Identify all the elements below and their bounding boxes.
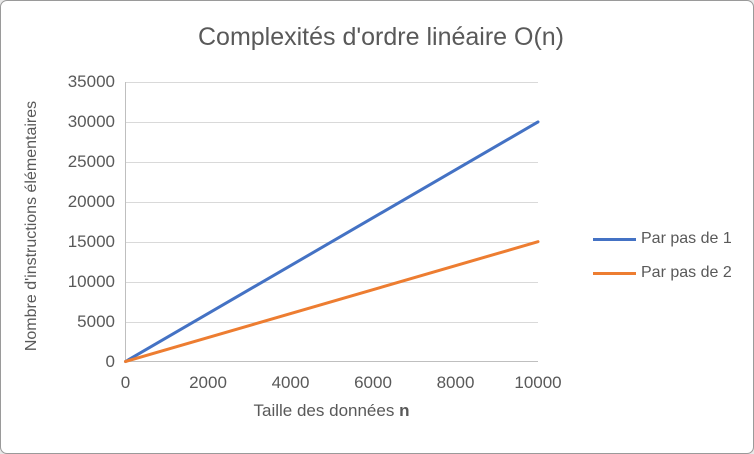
series-line-par-pas-de-1 [124,120,540,363]
x-tick-label: 2000 [189,373,227,392]
x-tick-label: 8000 [436,373,475,392]
series-line-par-pas-de-2 [124,240,540,363]
x-axis-title-text: Taille des données [253,401,395,420]
y-tick-label: 15000 [67,231,115,251]
y-tick-label: 25000 [67,151,115,171]
legend-swatch [593,237,636,241]
legend-item-par-pas-de-1: Par pas de 1 [593,230,732,248]
legend-item-par-pas-de-2: Par pas de 2 [593,264,732,282]
x-tick-label: 10000 [514,373,562,392]
y-tick-label: 30000 [67,111,115,131]
legend-label: Par pas de 1 [641,230,732,247]
y-tick-label: 10000 [67,271,115,291]
x-axis-title: Taille des données n [125,401,538,421]
y-tick-label: 20000 [67,191,115,211]
y-tick-label: 0 [105,351,115,371]
y-tick-label: 5000 [77,311,115,331]
x-tick-label: 4000 [271,373,310,392]
legend-label: Par pas de 2 [641,264,732,281]
chart-title: Complexités d'ordre linéaire O(n) [197,23,565,51]
x-axis-title-bold: n [399,401,410,420]
legend-swatch [593,271,636,275]
x-tick-label: 0 [120,373,131,392]
y-tick-label: 35000 [67,72,115,91]
legend: Par pas de 1 Par pas de 2 [593,230,732,298]
x-tick-label: 6000 [354,373,392,392]
